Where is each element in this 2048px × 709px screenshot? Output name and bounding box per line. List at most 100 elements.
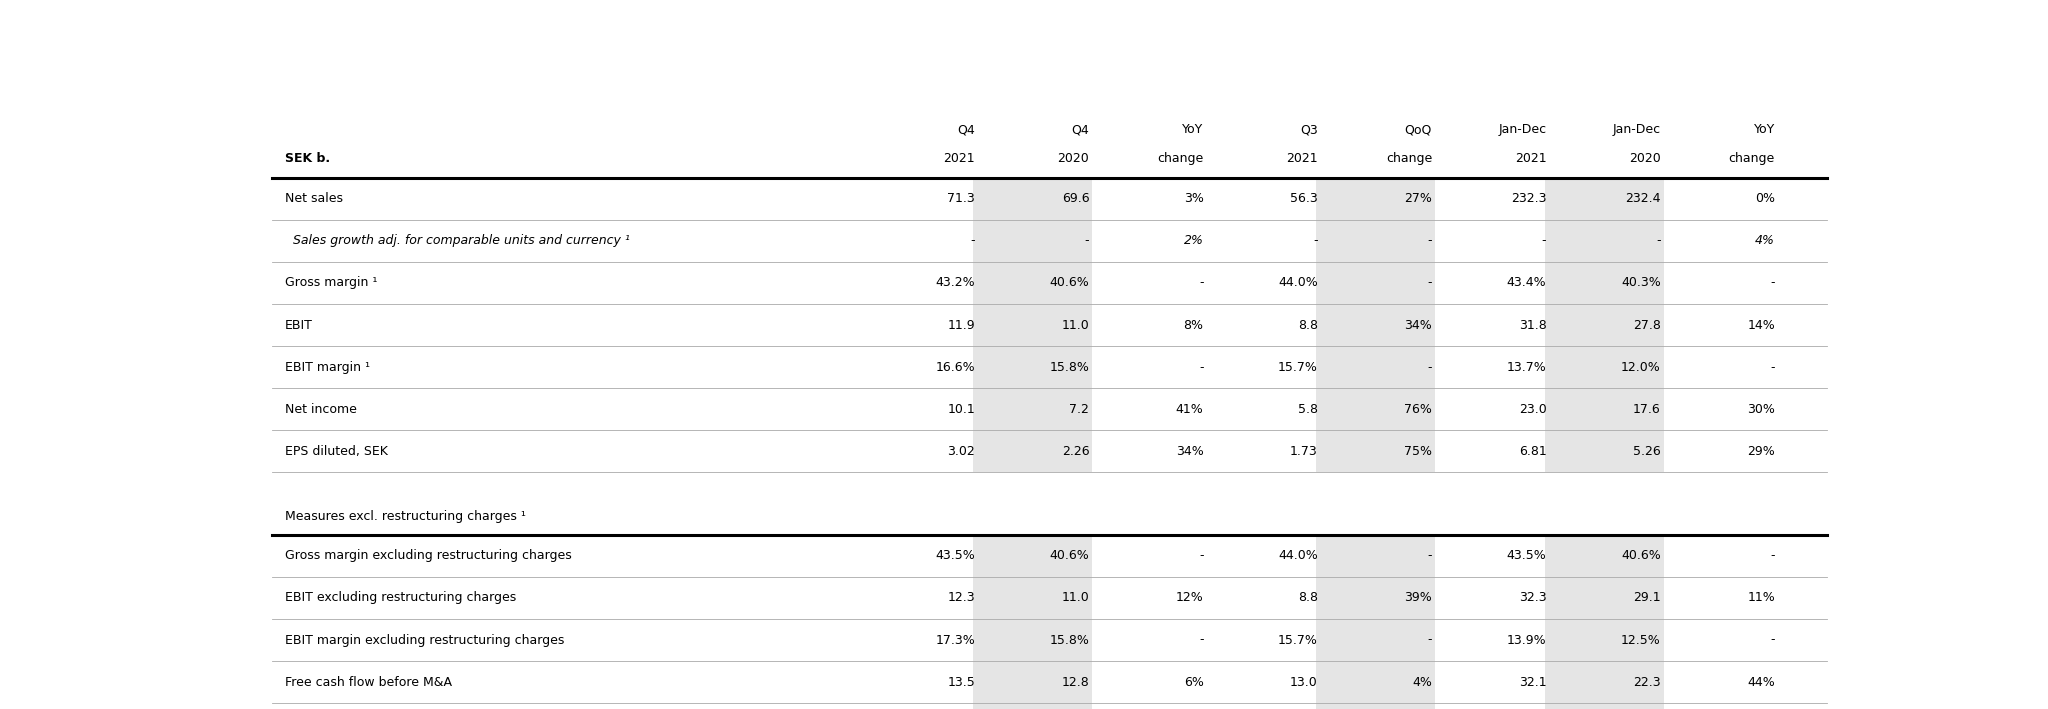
Text: change: change bbox=[1157, 152, 1204, 164]
Text: 40.6%: 40.6% bbox=[1049, 549, 1090, 562]
Text: 39%: 39% bbox=[1405, 591, 1432, 605]
Text: change: change bbox=[1729, 152, 1776, 164]
Text: 43.5%: 43.5% bbox=[1507, 549, 1546, 562]
Text: -: - bbox=[1542, 235, 1546, 247]
Text: Sales growth adj. for comparable units and currency ¹: Sales growth adj. for comparable units a… bbox=[285, 235, 629, 247]
Bar bbox=[1317, 619, 1436, 661]
Text: EPS diluted, SEK: EPS diluted, SEK bbox=[285, 445, 387, 457]
Text: 2020: 2020 bbox=[1057, 152, 1090, 164]
Text: 13.5: 13.5 bbox=[948, 676, 975, 688]
Bar bbox=[1544, 577, 1663, 619]
Bar bbox=[1544, 178, 1663, 220]
Text: 13.7%: 13.7% bbox=[1507, 361, 1546, 374]
Text: 12.3: 12.3 bbox=[948, 591, 975, 605]
Text: 43.4%: 43.4% bbox=[1507, 277, 1546, 289]
Text: 29%: 29% bbox=[1747, 445, 1776, 457]
Text: 15.8%: 15.8% bbox=[1049, 361, 1090, 374]
Text: 41%: 41% bbox=[1176, 403, 1204, 415]
Bar bbox=[1317, 388, 1436, 430]
Bar bbox=[1544, 661, 1663, 703]
Text: 23.0: 23.0 bbox=[1520, 403, 1546, 415]
Text: 34%: 34% bbox=[1176, 445, 1204, 457]
Text: -: - bbox=[1427, 235, 1432, 247]
Text: 2020: 2020 bbox=[1628, 152, 1661, 164]
Bar bbox=[1317, 178, 1436, 220]
Text: 44.0%: 44.0% bbox=[1278, 549, 1317, 562]
Text: YoY: YoY bbox=[1182, 123, 1204, 136]
Text: -: - bbox=[1769, 634, 1776, 647]
Text: Gross margin ¹: Gross margin ¹ bbox=[285, 277, 377, 289]
Text: -: - bbox=[1769, 361, 1776, 374]
Text: 0%: 0% bbox=[1755, 192, 1776, 206]
Text: 56.3: 56.3 bbox=[1290, 192, 1317, 206]
Text: 3%: 3% bbox=[1184, 192, 1204, 206]
Text: -: - bbox=[971, 235, 975, 247]
Text: EBIT margin excluding restructuring charges: EBIT margin excluding restructuring char… bbox=[285, 634, 563, 647]
Text: 8%: 8% bbox=[1184, 318, 1204, 332]
Text: QoQ: QoQ bbox=[1405, 123, 1432, 136]
Text: 17.3%: 17.3% bbox=[936, 634, 975, 647]
Text: Jan-Dec: Jan-Dec bbox=[1612, 123, 1661, 136]
Text: YoY: YoY bbox=[1753, 123, 1776, 136]
Text: 69.6: 69.6 bbox=[1061, 192, 1090, 206]
Text: -: - bbox=[1313, 235, 1317, 247]
Bar bbox=[1544, 619, 1663, 661]
Bar bbox=[973, 703, 1092, 709]
Text: 4%: 4% bbox=[1755, 235, 1776, 247]
Text: 6.81: 6.81 bbox=[1520, 445, 1546, 457]
Text: 32.3: 32.3 bbox=[1520, 591, 1546, 605]
Text: 2021: 2021 bbox=[1516, 152, 1546, 164]
Bar bbox=[973, 346, 1092, 388]
Text: 13.9%: 13.9% bbox=[1507, 634, 1546, 647]
Text: 11.9: 11.9 bbox=[948, 318, 975, 332]
Text: 5.26: 5.26 bbox=[1632, 445, 1661, 457]
Bar bbox=[973, 619, 1092, 661]
Text: 30%: 30% bbox=[1747, 403, 1776, 415]
Bar bbox=[973, 262, 1092, 304]
Text: 40.3%: 40.3% bbox=[1620, 277, 1661, 289]
Text: -: - bbox=[1427, 277, 1432, 289]
Text: 15.7%: 15.7% bbox=[1278, 634, 1317, 647]
Text: 27.8: 27.8 bbox=[1632, 318, 1661, 332]
Bar bbox=[1544, 535, 1663, 577]
Text: 11.0: 11.0 bbox=[1061, 318, 1090, 332]
Text: -: - bbox=[1085, 235, 1090, 247]
Text: 34%: 34% bbox=[1405, 318, 1432, 332]
Bar bbox=[1317, 430, 1436, 472]
Bar bbox=[1317, 346, 1436, 388]
Text: 15.8%: 15.8% bbox=[1049, 634, 1090, 647]
Text: 75%: 75% bbox=[1405, 445, 1432, 457]
Text: 40.6%: 40.6% bbox=[1620, 549, 1661, 562]
Text: 8.8: 8.8 bbox=[1298, 318, 1317, 332]
Bar bbox=[1544, 430, 1663, 472]
Text: -: - bbox=[1198, 361, 1204, 374]
Bar bbox=[973, 304, 1092, 346]
Text: Q3: Q3 bbox=[1300, 123, 1317, 136]
Text: change: change bbox=[1386, 152, 1432, 164]
Bar bbox=[1544, 388, 1663, 430]
Text: Q4: Q4 bbox=[1071, 123, 1090, 136]
Bar bbox=[1544, 220, 1663, 262]
Text: 40.6%: 40.6% bbox=[1049, 277, 1090, 289]
Text: 32.1: 32.1 bbox=[1520, 676, 1546, 688]
Bar bbox=[1317, 220, 1436, 262]
Text: 76%: 76% bbox=[1405, 403, 1432, 415]
Text: 31.8: 31.8 bbox=[1520, 318, 1546, 332]
Text: 44.0%: 44.0% bbox=[1278, 277, 1317, 289]
Text: -: - bbox=[1427, 634, 1432, 647]
Text: SEK b.: SEK b. bbox=[285, 152, 330, 164]
Bar bbox=[1544, 346, 1663, 388]
Bar bbox=[1317, 304, 1436, 346]
Text: 2021: 2021 bbox=[1286, 152, 1317, 164]
Bar bbox=[973, 661, 1092, 703]
Text: -: - bbox=[1769, 277, 1776, 289]
Text: 29.1: 29.1 bbox=[1632, 591, 1661, 605]
Text: 11%: 11% bbox=[1747, 591, 1776, 605]
Text: 12%: 12% bbox=[1176, 591, 1204, 605]
Text: 4%: 4% bbox=[1413, 676, 1432, 688]
Text: 232.3: 232.3 bbox=[1511, 192, 1546, 206]
Text: EBIT excluding restructuring charges: EBIT excluding restructuring charges bbox=[285, 591, 516, 605]
Text: -: - bbox=[1427, 361, 1432, 374]
Text: Jan-Dec: Jan-Dec bbox=[1499, 123, 1546, 136]
Bar bbox=[973, 388, 1092, 430]
